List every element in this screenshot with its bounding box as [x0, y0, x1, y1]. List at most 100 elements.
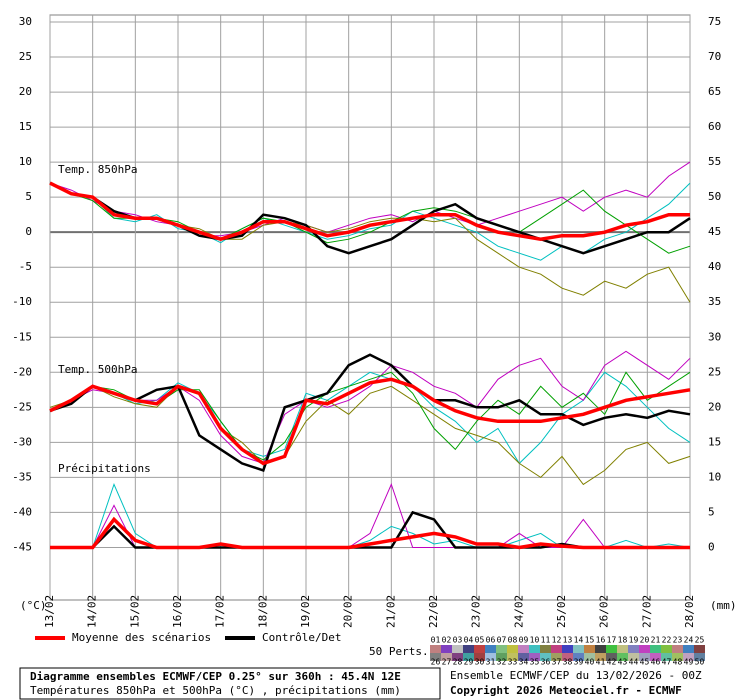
- member-swatch: [452, 645, 463, 653]
- x-tick-label: 23/02: [470, 595, 483, 628]
- y-tick-label: -20: [12, 365, 32, 378]
- member-swatch: [639, 645, 650, 653]
- member-swatch: [485, 645, 496, 653]
- y-tick-label: 30: [19, 15, 32, 28]
- member-swatch: [573, 645, 584, 653]
- x-tick-label: 20/02: [342, 595, 355, 628]
- member-legend-label: 17: [607, 636, 617, 645]
- member-legend-label: 01: [431, 636, 441, 645]
- x-tick-label: 22/02: [427, 595, 440, 628]
- y-tick-label: -30: [12, 435, 32, 448]
- y-tick-label: -45: [12, 540, 32, 553]
- x-tick-label: 26/02: [598, 595, 611, 628]
- y-tick-label: 15: [19, 120, 32, 133]
- footer-run: Ensemble ECMWF/CEP du 13/02/2026 - 00Z: [450, 669, 702, 682]
- member-legend-label: 42: [607, 658, 617, 667]
- member-legend-label: 45: [640, 658, 650, 667]
- member-legend-label: 18: [618, 636, 628, 645]
- y2-tick-label: 40: [708, 260, 721, 273]
- panel-label: Temp. 500hPa: [58, 363, 137, 376]
- y2-tick-label: 50: [708, 190, 721, 203]
- member-legend-label: 39: [574, 658, 584, 667]
- member-swatch: [661, 645, 672, 653]
- member-legend-label: 48: [673, 658, 683, 667]
- legend-label: Contrôle/Det: [262, 631, 341, 644]
- y-tick-label: 10: [19, 155, 32, 168]
- member-swatch: [661, 653, 672, 661]
- y-tick-label: -40: [12, 505, 32, 518]
- member-swatch: [507, 645, 518, 653]
- member-legend-label: 32: [497, 658, 507, 667]
- member-legend-label: 07: [497, 636, 507, 645]
- member-swatch: [540, 645, 551, 653]
- member-swatch: [496, 653, 507, 661]
- member-legend-label: 36: [541, 658, 551, 667]
- y2-tick-label: 25: [708, 365, 721, 378]
- member-swatch: [474, 645, 485, 653]
- member-line: [49, 161, 691, 237]
- footer-title: Diagramme ensembles ECMWF/CEP 0.25° sur …: [30, 670, 401, 683]
- member-legend-label: 11: [541, 636, 551, 645]
- x-tick-label: 25/02: [555, 595, 568, 628]
- y2-tick-label: 10: [708, 470, 721, 483]
- y-tick-label: 0: [25, 225, 32, 238]
- member-legend-label: 34: [519, 658, 529, 667]
- member-legend-label: 50: [695, 658, 705, 667]
- member-swatch: [650, 653, 661, 661]
- member-swatch: [694, 645, 705, 653]
- y2-tick-label: 65: [708, 85, 721, 98]
- member-swatch: [683, 645, 694, 653]
- y-tick-label: 20: [19, 85, 32, 98]
- member-legend-label: 43: [618, 658, 628, 667]
- x-tick-label: 19/02: [299, 595, 312, 628]
- mean-line: [49, 181, 690, 242]
- member-swatch: [463, 645, 474, 653]
- member-swatch: [551, 645, 562, 653]
- member-swatch: [617, 653, 628, 661]
- member-legend-label: 41: [596, 658, 606, 667]
- member-swatch: [518, 645, 529, 653]
- y-tick-label: -35: [12, 470, 32, 483]
- member-swatch: [562, 653, 573, 661]
- x-tick-label: 16/02: [171, 595, 184, 628]
- member-swatch: [628, 653, 639, 661]
- member-swatch: [529, 645, 540, 653]
- member-legend-label: 06: [486, 636, 496, 645]
- y2-axis-label: (mm): [710, 599, 737, 612]
- member-legend-label: 33: [508, 658, 518, 667]
- member-legend-label: 25: [695, 636, 705, 645]
- member-swatch: [529, 653, 540, 661]
- x-tick-label: 24/02: [512, 595, 525, 628]
- y2-tick-label: 35: [708, 295, 721, 308]
- member-swatch: [650, 645, 661, 653]
- member-legend-label: 29: [464, 658, 474, 667]
- y2-tick-label: 5: [708, 505, 715, 518]
- member-legend-label: 16: [596, 636, 606, 645]
- member-legend-label: 38: [563, 658, 573, 667]
- member-swatch: [485, 653, 496, 661]
- y-tick-label: 25: [19, 50, 32, 63]
- member-legend-label: 21: [651, 636, 661, 645]
- member-legend-label: 26: [431, 658, 441, 667]
- member-swatch: [694, 653, 705, 661]
- member-swatch: [595, 653, 606, 661]
- plot-area: [49, 14, 691, 601]
- member-swatch: [683, 653, 694, 661]
- members-legend-title: 50 Perts.: [369, 645, 429, 658]
- y-tick-label: -25: [12, 400, 32, 413]
- member-legend-label: 40: [585, 658, 595, 667]
- y2-tick-label: 70: [708, 50, 721, 63]
- mean-line: [49, 377, 691, 466]
- member-swatch: [441, 645, 452, 653]
- member-line: [49, 350, 691, 465]
- y-tick-label: 5: [25, 190, 32, 203]
- x-tick-label: 17/02: [214, 595, 227, 628]
- member-swatch: [606, 645, 617, 653]
- y2-tick-label: 45: [708, 225, 721, 238]
- control-line: [49, 353, 691, 472]
- member-legend-label: 47: [662, 658, 672, 667]
- y2-tick-label: 60: [708, 120, 721, 133]
- member-swatch: [617, 645, 628, 653]
- member-legend-label: 23: [673, 636, 683, 645]
